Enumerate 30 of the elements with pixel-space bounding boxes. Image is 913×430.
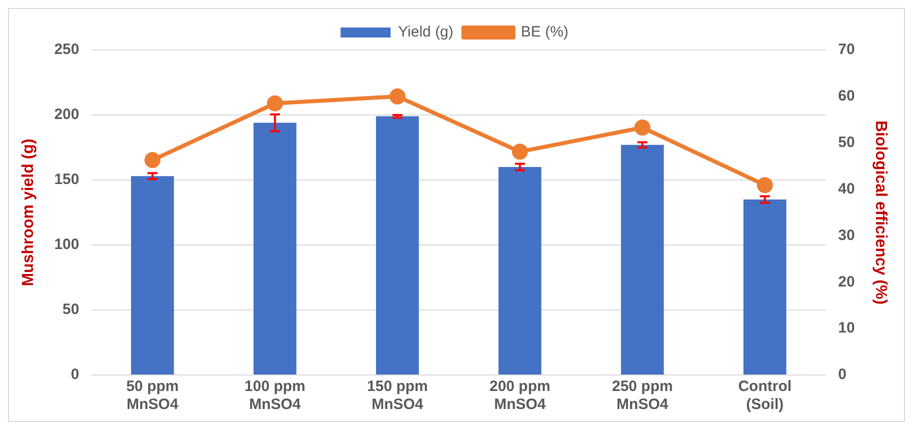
y-tick-label: 0	[70, 366, 80, 384]
y2-tick-label: 60	[838, 88, 855, 105]
x-tick-label: 200 ppm MnSO4	[489, 378, 550, 414]
x-tick-label: 50 ppm MnSO4	[126, 378, 179, 414]
x-tick-label: 100 ppm MnSO4	[244, 378, 306, 414]
y2-tick-label: 30	[838, 226, 855, 244]
y2-axis-title: Biological efficiency (%)	[872, 120, 889, 305]
y2-tick-label: 70	[838, 41, 855, 58]
y-tick-label: 250	[54, 41, 80, 58]
y-axis-title: Mushroom yield (g)	[20, 138, 38, 286]
x-tick-label: Control (Soil)	[738, 378, 792, 414]
point	[512, 144, 528, 160]
y2-tick-label: 10	[838, 320, 855, 337]
point	[144, 152, 160, 168]
y-tick-label: 150	[54, 171, 80, 188]
point	[389, 88, 406, 104]
point	[266, 95, 283, 112]
y2-tick-label: 40	[838, 180, 855, 198]
legend-label: Yield (g)	[398, 24, 454, 41]
y-tick-label: 100	[54, 236, 80, 254]
legend-label: BE (%)	[520, 24, 568, 41]
point	[756, 177, 773, 194]
x-tick-label: 250 ppm MnSO4	[612, 378, 673, 414]
point	[634, 120, 650, 136]
y2-tick-label: 0	[838, 366, 846, 384]
y2-tick-label: 20	[838, 273, 855, 290]
x-tick-label: 150 ppm MnSO4	[367, 378, 428, 414]
y-tick-label: 200	[54, 106, 80, 124]
y2-tick-label: 50	[838, 134, 855, 151]
y-tick-label: 50	[62, 301, 80, 318]
